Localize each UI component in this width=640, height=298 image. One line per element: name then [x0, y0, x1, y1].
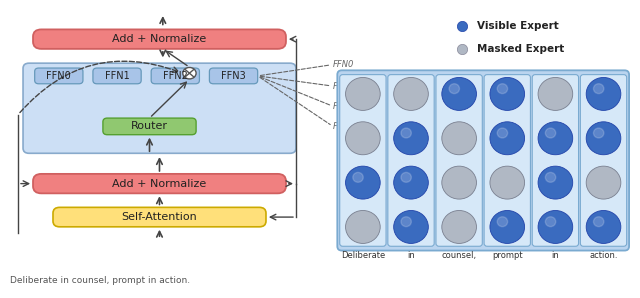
Circle shape [346, 166, 380, 199]
Text: FFN3: FFN3 [333, 122, 355, 131]
Circle shape [538, 77, 573, 110]
Circle shape [442, 77, 476, 110]
Circle shape [586, 122, 621, 155]
Circle shape [401, 173, 412, 182]
Text: FFN0: FFN0 [333, 60, 355, 69]
Text: FFN2: FFN2 [333, 102, 355, 111]
Text: Self-Attention: Self-Attention [122, 212, 197, 222]
Circle shape [394, 122, 428, 155]
Text: prompt: prompt [492, 252, 523, 260]
Text: Visible Expert: Visible Expert [477, 21, 559, 31]
Circle shape [394, 77, 428, 110]
Text: FFN2: FFN2 [163, 71, 188, 81]
Circle shape [545, 128, 556, 138]
Circle shape [490, 122, 525, 155]
Text: Deliberate: Deliberate [340, 252, 385, 260]
Circle shape [490, 77, 525, 110]
Circle shape [490, 210, 525, 243]
FancyBboxPatch shape [388, 74, 434, 246]
FancyBboxPatch shape [35, 68, 83, 84]
Text: FFN1: FFN1 [105, 71, 129, 81]
Circle shape [538, 122, 573, 155]
Circle shape [449, 84, 460, 94]
Text: FFN3: FFN3 [221, 71, 246, 81]
FancyBboxPatch shape [340, 74, 386, 246]
Circle shape [586, 166, 621, 199]
FancyBboxPatch shape [484, 74, 531, 246]
FancyBboxPatch shape [580, 74, 627, 246]
FancyBboxPatch shape [33, 30, 286, 49]
Circle shape [497, 217, 508, 226]
Text: Deliberate in counsel, prompt in action.: Deliberate in counsel, prompt in action. [10, 276, 190, 285]
Text: Add + Normalize: Add + Normalize [113, 179, 207, 189]
Text: in: in [407, 252, 415, 260]
FancyBboxPatch shape [337, 70, 629, 251]
Circle shape [442, 166, 476, 199]
FancyBboxPatch shape [23, 63, 296, 153]
Circle shape [593, 84, 604, 94]
Circle shape [586, 77, 621, 110]
Point [457, 24, 467, 28]
Text: FFN0: FFN0 [47, 71, 71, 81]
FancyBboxPatch shape [103, 118, 196, 135]
FancyBboxPatch shape [151, 68, 200, 84]
Text: counsel,: counsel, [442, 252, 477, 260]
Circle shape [545, 217, 556, 226]
Circle shape [538, 166, 573, 199]
Circle shape [394, 210, 428, 243]
Circle shape [394, 166, 428, 199]
FancyBboxPatch shape [53, 207, 266, 227]
Circle shape [442, 210, 476, 243]
Circle shape [538, 210, 573, 243]
FancyBboxPatch shape [33, 174, 286, 193]
Text: in: in [552, 252, 559, 260]
Circle shape [183, 67, 196, 79]
Circle shape [545, 173, 556, 182]
Circle shape [401, 217, 412, 226]
Circle shape [593, 128, 604, 138]
Text: action.: action. [589, 252, 618, 260]
Text: FFN1: FFN1 [333, 82, 355, 91]
Circle shape [497, 84, 508, 94]
Circle shape [490, 166, 525, 199]
Circle shape [401, 128, 412, 138]
FancyBboxPatch shape [532, 74, 579, 246]
Text: Router: Router [131, 121, 168, 131]
FancyBboxPatch shape [209, 68, 258, 84]
FancyBboxPatch shape [93, 68, 141, 84]
Circle shape [593, 217, 604, 226]
Circle shape [442, 122, 476, 155]
Circle shape [346, 122, 380, 155]
Circle shape [346, 77, 380, 110]
Circle shape [586, 210, 621, 243]
FancyBboxPatch shape [436, 74, 483, 246]
Circle shape [353, 173, 364, 182]
Circle shape [497, 128, 508, 138]
Circle shape [346, 210, 380, 243]
Text: Masked Expert: Masked Expert [477, 44, 564, 54]
Text: Add + Normalize: Add + Normalize [113, 34, 207, 44]
Point [457, 46, 467, 51]
